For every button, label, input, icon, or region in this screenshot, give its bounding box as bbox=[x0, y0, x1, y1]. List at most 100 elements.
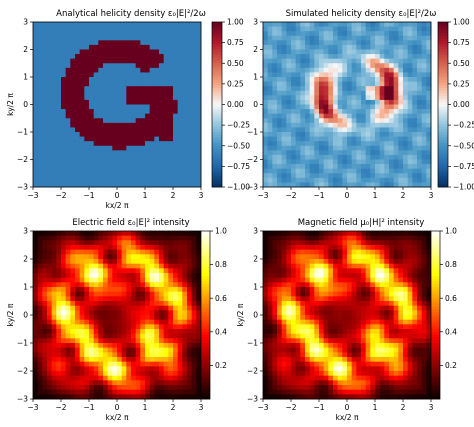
heatmap-cell bbox=[149, 109, 155, 115]
heatmap-cell bbox=[56, 385, 62, 391]
heatmap-cell bbox=[351, 249, 357, 255]
heatmap-cell bbox=[42, 347, 48, 353]
heatmap-cell bbox=[131, 122, 137, 128]
heatmap-cell bbox=[70, 338, 76, 344]
heatmap-cell bbox=[191, 22, 197, 27]
heatmap-cell bbox=[112, 118, 118, 124]
heatmap-cell bbox=[140, 90, 146, 96]
y-tick-label: 0 bbox=[23, 311, 28, 320]
heatmap-cell bbox=[426, 49, 432, 55]
heatmap-cell bbox=[403, 113, 409, 119]
heatmap-cell bbox=[281, 375, 287, 381]
heatmap-cell bbox=[333, 127, 339, 133]
heatmap-cell bbox=[163, 301, 169, 307]
heatmap-cell bbox=[291, 329, 297, 335]
heatmap-cell bbox=[407, 49, 413, 55]
heatmap-cell bbox=[112, 81, 118, 87]
heatmap-cell bbox=[93, 31, 99, 37]
heatmap-cell bbox=[356, 231, 362, 237]
heatmap-cell bbox=[177, 296, 183, 302]
heatmap-cell bbox=[191, 245, 197, 251]
heatmap-cell bbox=[187, 245, 193, 251]
heatmap-cell bbox=[277, 245, 283, 251]
heatmap-cell bbox=[33, 259, 39, 265]
heatmap-cell bbox=[98, 168, 104, 174]
heatmap-cell bbox=[42, 287, 48, 293]
heatmap-cell bbox=[149, 22, 155, 27]
heatmap-cell bbox=[61, 282, 67, 288]
heatmap-cell bbox=[61, 31, 67, 37]
heatmap-cell bbox=[286, 118, 292, 124]
heatmap-cell bbox=[277, 164, 283, 170]
heatmap-cell bbox=[121, 40, 127, 46]
heatmap-cell bbox=[314, 259, 320, 265]
heatmap-cell bbox=[281, 141, 287, 147]
heatmap-cell bbox=[393, 95, 399, 101]
heatmap-cell bbox=[305, 67, 311, 73]
heatmap-cell bbox=[182, 118, 188, 124]
heatmap-cell bbox=[112, 54, 118, 60]
heatmap-cell bbox=[121, 54, 127, 60]
heatmap-cell bbox=[84, 371, 90, 377]
heatmap-cell bbox=[65, 352, 71, 358]
heatmap-cell bbox=[168, 154, 174, 160]
heatmap-cell bbox=[149, 31, 155, 37]
heatmap-cell bbox=[328, 63, 334, 69]
heatmap-cell bbox=[398, 150, 404, 156]
heatmap-cell bbox=[33, 357, 39, 363]
heatmap-cell bbox=[337, 113, 343, 119]
heatmap-cell bbox=[140, 145, 146, 151]
heatmap-cell bbox=[47, 132, 53, 137]
heatmap-cell bbox=[314, 127, 320, 133]
heatmap-cell bbox=[277, 375, 283, 381]
heatmap-cell bbox=[89, 136, 95, 142]
heatmap-cell bbox=[267, 343, 273, 349]
heatmap-cell bbox=[51, 291, 57, 297]
heatmap-cell bbox=[61, 268, 67, 274]
heatmap-cell bbox=[333, 95, 339, 101]
heatmap-cell bbox=[277, 366, 283, 372]
heatmap-cell bbox=[323, 90, 329, 96]
heatmap-cell bbox=[333, 343, 339, 349]
heatmap-cell bbox=[379, 99, 385, 105]
heatmap-cell bbox=[191, 273, 197, 279]
colorbar-step bbox=[438, 178, 448, 182]
heatmap-cell bbox=[196, 54, 202, 60]
heatmap-cell bbox=[159, 343, 165, 349]
heatmap-cell bbox=[389, 122, 395, 128]
heatmap-cell bbox=[196, 168, 202, 174]
heatmap-cell bbox=[103, 95, 109, 101]
heatmap-cell bbox=[351, 268, 357, 274]
heatmap-cell bbox=[65, 154, 71, 160]
heatmap-cell bbox=[131, 282, 137, 288]
heatmap-cell bbox=[333, 319, 339, 325]
x-tick-label: 3 bbox=[429, 191, 434, 200]
heatmap-cell bbox=[61, 164, 67, 170]
heatmap-cell bbox=[65, 277, 71, 283]
heatmap-cell bbox=[79, 245, 85, 251]
heatmap-cell bbox=[314, 141, 320, 147]
heatmap-cell bbox=[281, 26, 287, 32]
heatmap-cell bbox=[191, 249, 197, 255]
heatmap-cell bbox=[384, 35, 390, 41]
heatmap-cell bbox=[126, 361, 132, 367]
heatmap-cell bbox=[300, 127, 306, 133]
heatmap-cell bbox=[173, 259, 179, 265]
heatmap-cell bbox=[300, 177, 306, 183]
heatmap-cell bbox=[328, 54, 334, 60]
heatmap-cell bbox=[356, 168, 362, 174]
heatmap-cell bbox=[365, 154, 371, 160]
chart-panel-4: Magnetic field μ₀|H|² intensity−3 −2 −1 0 1 2… bbox=[236, 218, 457, 422]
heatmap-cell bbox=[314, 164, 320, 170]
heatmap-cell bbox=[182, 182, 188, 188]
heatmap-cell bbox=[163, 315, 169, 321]
heatmap-cell bbox=[159, 118, 165, 124]
heatmap-cell bbox=[305, 259, 311, 265]
heatmap-cell bbox=[61, 291, 67, 297]
colorbar-step bbox=[438, 68, 448, 72]
heatmap-cell bbox=[182, 371, 188, 377]
colorbar-step bbox=[438, 66, 448, 70]
heatmap-cell bbox=[328, 338, 334, 344]
heatmap-cell bbox=[412, 22, 418, 27]
colorbar-tick-label: 1.00 bbox=[453, 18, 470, 27]
